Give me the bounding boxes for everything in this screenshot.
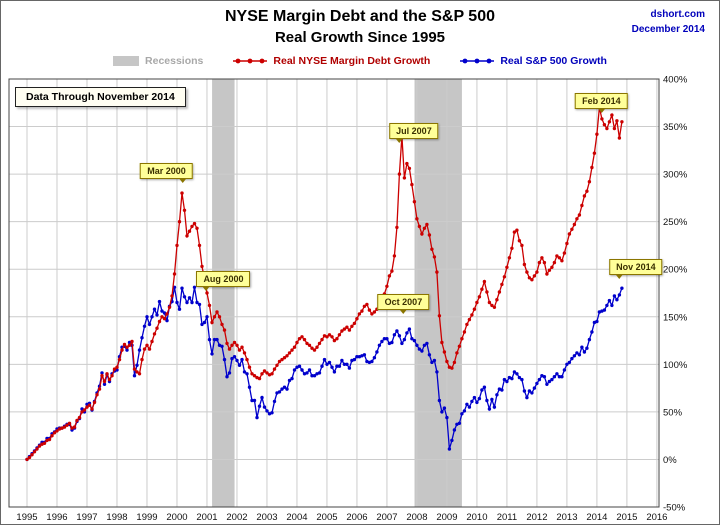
svg-text:2011: 2011 <box>497 512 517 523</box>
chart-subtitle: Real Growth Since 1995 <box>274 29 446 46</box>
data-through-note: Data Through November 2014 <box>15 87 186 107</box>
callout-jul-2007: Jul 2007 <box>389 123 439 144</box>
svg-text:2001: 2001 <box>196 512 217 523</box>
y-axis-labels: -50% 0% 50% 100% 150% 200% 250% 300% 350% 400% <box>663 75 688 514</box>
svg-text:100%: 100% <box>663 360 688 371</box>
svg-text:2015: 2015 <box>616 512 637 523</box>
svg-text:2012: 2012 <box>526 512 547 523</box>
plot-border <box>8 78 660 508</box>
svg-text:1998: 1998 <box>106 512 127 523</box>
legend-label-recessions: Recessions <box>145 55 204 67</box>
callout-feb-2014: Feb 2014 <box>575 92 628 113</box>
svg-text:2006: 2006 <box>346 512 367 523</box>
x-axis-labels: 1995 1996 1997 1998 1999 2000 2001 2002 2003 2004… <box>16 512 667 523</box>
callout-oct-2007: Oct 2007 <box>377 293 430 314</box>
svg-text:2005: 2005 <box>316 512 337 523</box>
svg-text:2000: 2000 <box>166 512 187 523</box>
svg-text:200%: 200% <box>663 265 688 276</box>
callout-mar-2000: Mar 2000 <box>140 163 193 184</box>
svg-text:2010: 2010 <box>466 512 487 523</box>
svg-text:300%: 300% <box>663 170 688 181</box>
svg-text:2007: 2007 <box>376 512 397 523</box>
svg-text:350%: 350% <box>663 122 688 133</box>
chart-title: NYSE Margin Debt and the S&P 500 <box>225 8 495 25</box>
legend-item-recessions: Recessions <box>113 55 203 67</box>
svg-text:-50%: -50% <box>663 503 686 514</box>
source-date: December 2014 <box>631 24 705 35</box>
source-attribution: dshort.com December 2014 <box>632 7 705 37</box>
svg-text:1999: 1999 <box>136 512 157 523</box>
source-site: dshort.com <box>650 9 705 20</box>
svg-text:2003: 2003 <box>256 512 277 523</box>
svg-text:2009: 2009 <box>436 512 457 523</box>
svg-text:400%: 400% <box>663 75 688 86</box>
legend-label-margin-debt: Real NYSE Margin Debt Growth <box>273 55 431 67</box>
plot-area <box>9 79 659 507</box>
svg-text:0%: 0% <box>663 455 677 466</box>
recession-band-swatch <box>113 56 140 66</box>
sp500-line-swatch <box>460 58 495 64</box>
callout-aug-2000: Aug 2000 <box>196 270 251 291</box>
svg-text:2008: 2008 <box>406 512 427 523</box>
callout-nov-2014: Nov 2014 <box>609 259 663 280</box>
svg-text:2002: 2002 <box>226 512 247 523</box>
svg-text:1996: 1996 <box>46 512 67 523</box>
svg-text:1997: 1997 <box>76 512 97 523</box>
svg-text:1995: 1995 <box>16 512 37 523</box>
svg-text:2004: 2004 <box>286 512 307 523</box>
legend-item-margin-debt: Real NYSE Margin Debt Growth <box>233 55 430 67</box>
svg-text:50%: 50% <box>663 407 683 418</box>
svg-text:2016: 2016 <box>646 512 667 523</box>
svg-text:2014: 2014 <box>586 512 607 523</box>
legend: Recessions Real NYSE Margin Debt Growth … <box>1 55 719 67</box>
legend-label-sp500: Real S&P 500 Growth <box>500 55 607 67</box>
svg-text:250%: 250% <box>663 217 688 228</box>
legend-item-sp500: Real S&P 500 Growth <box>460 55 607 67</box>
svg-text:150%: 150% <box>663 312 688 323</box>
margin-debt-line-swatch <box>233 58 268 64</box>
svg-text:2013: 2013 <box>556 512 577 523</box>
